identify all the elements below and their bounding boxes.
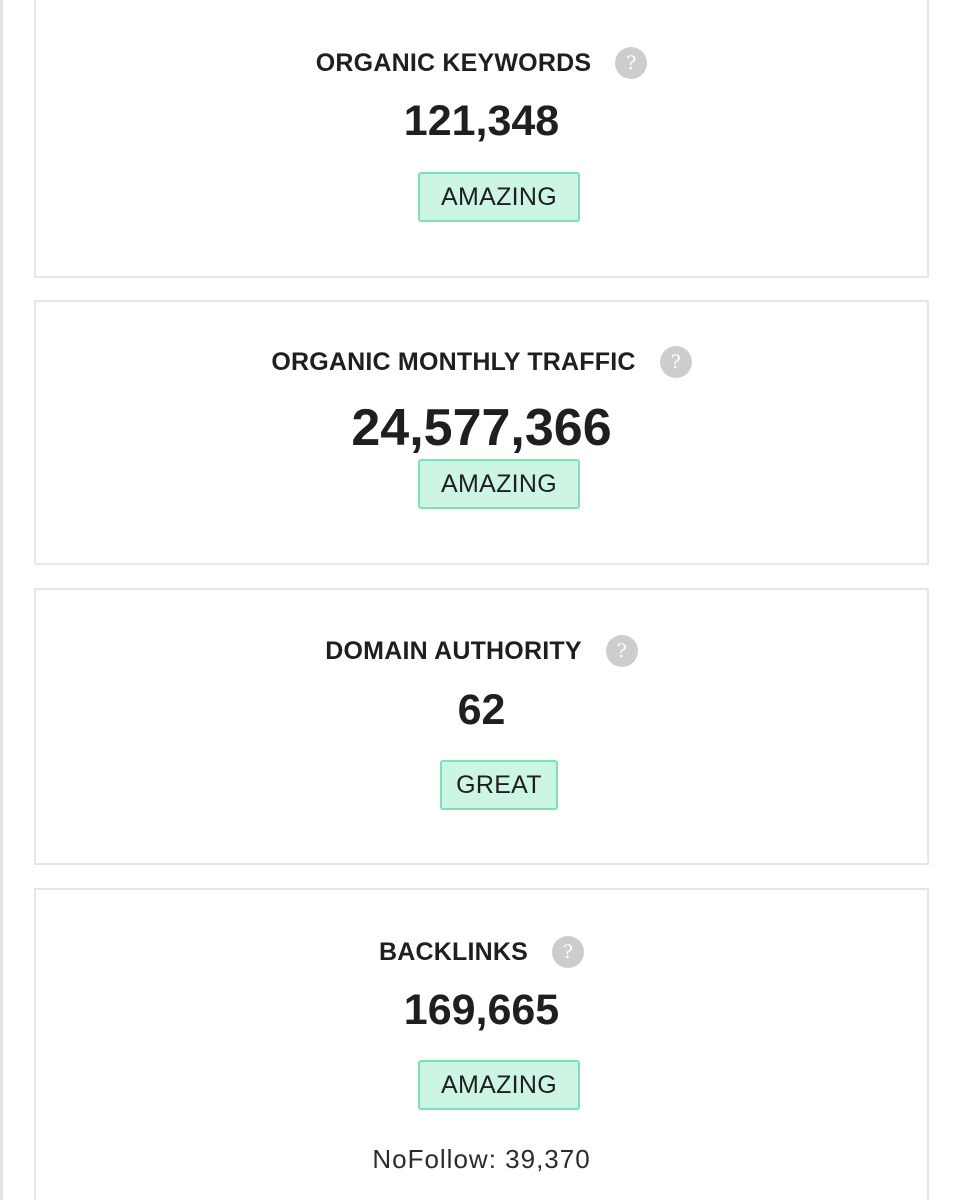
help-icon[interactable]: ? bbox=[659, 346, 692, 378]
card-title: DOMAIN AUTHORITY bbox=[325, 636, 582, 665]
rating-badge: AMAZING bbox=[418, 459, 580, 509]
organic-keywords-card: ORGANIC KEYWORDS ? 121,348 AMAZING bbox=[34, 0, 929, 278]
nofollow-count: NoFollow: 39,370 bbox=[372, 1144, 591, 1174]
metric-value: 121,348 bbox=[403, 97, 560, 145]
rating-badge: AMAZING bbox=[418, 172, 580, 222]
card-header: ORGANIC KEYWORDS ? bbox=[36, 47, 927, 79]
card-title: BACKLINKS bbox=[378, 937, 529, 966]
organic-monthly-traffic-card: ORGANIC MONTHLY TRAFFIC ? 24,577,366 AMA… bbox=[34, 300, 929, 565]
card-header: ORGANIC MONTHLY TRAFFIC ? bbox=[36, 346, 927, 378]
card-title: ORGANIC MONTHLY TRAFFIC bbox=[271, 347, 636, 376]
rating-badge: GREAT bbox=[440, 760, 558, 810]
card-header: DOMAIN AUTHORITY ? bbox=[36, 635, 927, 667]
card-title: ORGANIC KEYWORDS bbox=[315, 48, 592, 77]
card-header: BACKLINKS ? bbox=[36, 936, 927, 968]
rating-badge: AMAZING bbox=[418, 1060, 580, 1110]
help-icon[interactable]: ? bbox=[615, 47, 648, 79]
metric-value: 62 bbox=[457, 686, 506, 734]
left-edge-divider bbox=[0, 0, 3, 1200]
metric-value: 24,577,366 bbox=[351, 399, 612, 457]
metric-value: 169,665 bbox=[403, 986, 560, 1034]
domain-authority-card: DOMAIN AUTHORITY ? 62 GREAT bbox=[34, 588, 929, 865]
backlinks-card: BACKLINKS ? 169,665 AMAZING NoFollow: 39… bbox=[34, 888, 929, 1200]
help-icon[interactable]: ? bbox=[605, 635, 638, 667]
help-icon[interactable]: ? bbox=[552, 936, 585, 968]
